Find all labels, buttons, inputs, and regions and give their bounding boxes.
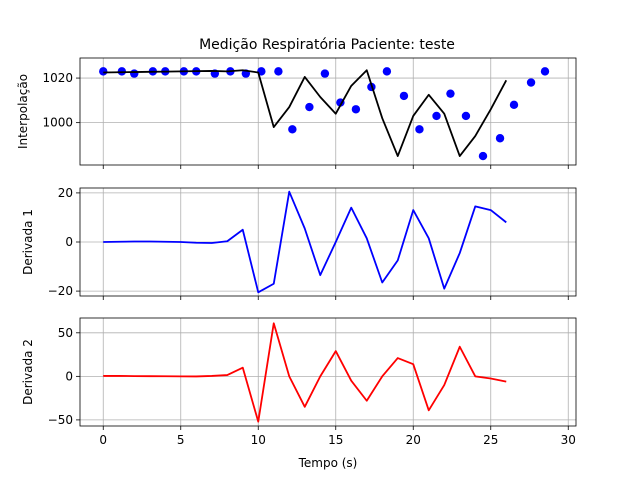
panel-2-y-axis-label: Derivada 1 xyxy=(21,209,35,275)
panel-1-data-point xyxy=(351,105,361,114)
panel-3-y-tick-label: 50 xyxy=(58,326,73,340)
panel-3-y-axis-label: Derivada 2 xyxy=(21,339,35,405)
x-tick-label: 15 xyxy=(328,433,343,447)
x-tick-label: 30 xyxy=(561,433,576,447)
panel-2-series-line-1 xyxy=(103,190,507,294)
panel-1-data-point xyxy=(495,134,505,143)
panel-1-data-point xyxy=(382,67,392,76)
panel-3-y-tick-label: 0 xyxy=(65,369,73,383)
x-axis-label: Tempo (s) xyxy=(298,456,358,470)
x-tick-label: 0 xyxy=(99,433,107,447)
panel-2-y-tick-label: −20 xyxy=(48,284,73,298)
panel-1-data-point xyxy=(446,89,455,98)
panel-1-data-point xyxy=(478,151,488,161)
panel-3-series-line-1 xyxy=(103,322,507,423)
panel-1-data-point xyxy=(305,102,314,112)
panel-1-data-point xyxy=(540,67,550,76)
panel-2-y-tick-label: 20 xyxy=(58,186,73,200)
panel-1-data-point xyxy=(509,100,519,110)
panel-1-y-axis-label: Interpolação xyxy=(16,74,30,149)
panel-1-y-tick-label: 1000 xyxy=(42,116,73,130)
panel-1-data-point xyxy=(130,69,139,78)
panel-1-frame xyxy=(79,57,577,166)
panel-1-data-point xyxy=(288,125,297,134)
panel-1-data-point xyxy=(399,91,409,101)
panel-1-data-point xyxy=(415,125,424,134)
panel-3-y-tick-label: −50 xyxy=(48,413,73,427)
panel-1-data-point xyxy=(99,67,108,76)
panel-3-frame xyxy=(79,317,577,427)
panel-1-data-point xyxy=(461,111,471,121)
panel-1-series-line-2 xyxy=(103,69,508,157)
x-tick-label: 5 xyxy=(177,433,185,447)
x-tick-label: 25 xyxy=(483,433,498,447)
panel-2-y-tick-label: 0 xyxy=(65,235,73,249)
panel-1-y-tick-label: 1020 xyxy=(42,71,73,85)
panel-1-data-point xyxy=(274,67,283,76)
panel-1-data-point xyxy=(526,78,536,87)
panel-1-data-point xyxy=(432,111,441,121)
chart-title: Medição Respiratória Paciente: teste xyxy=(199,37,455,53)
x-tick-label: 10 xyxy=(251,433,266,447)
panel-1-data-point xyxy=(320,69,330,78)
x-tick-label: 20 xyxy=(406,433,421,447)
